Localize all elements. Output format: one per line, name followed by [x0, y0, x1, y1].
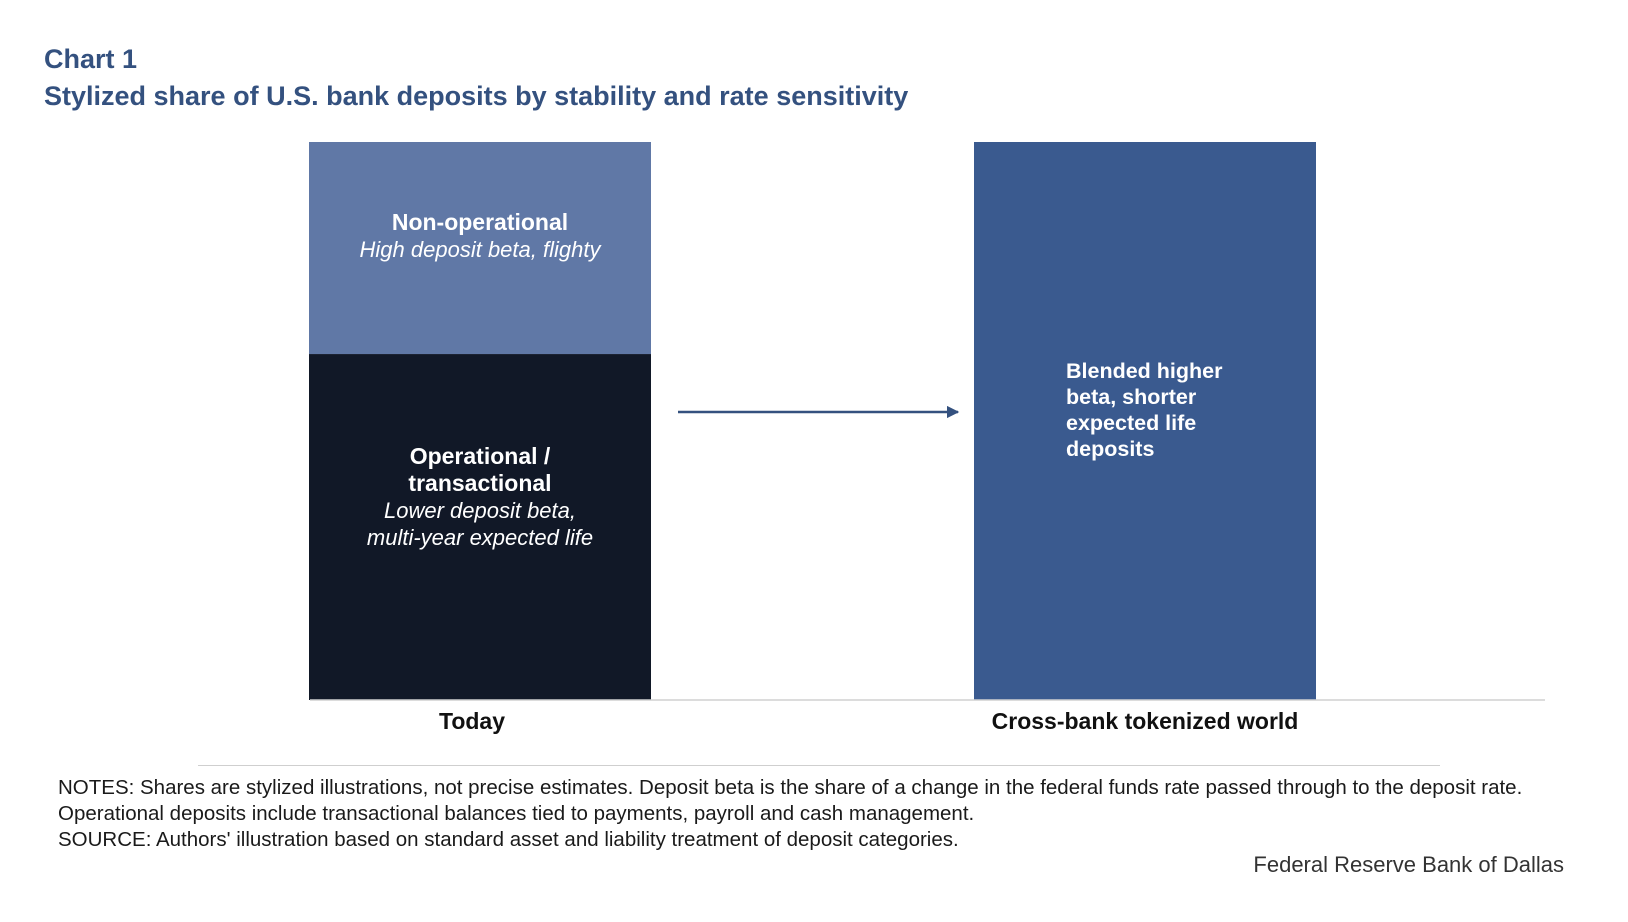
notes-block: NOTES: Shares are stylized illustrations… — [58, 775, 1558, 853]
bar-segment-operational-0 — [309, 354, 651, 700]
segment-label-operational: Operational / transactional Lower deposit … — [367, 443, 593, 550]
segment-label-line: transactional — [408, 470, 551, 496]
segment-label-line: Operational / — [410, 443, 551, 469]
segment-label-line: beta, shorter — [1066, 385, 1197, 409]
segment-label-line: multi-year expected life — [367, 525, 593, 550]
category-label-1: Cross-bank tokenized world — [992, 708, 1299, 734]
chart-title: Stylized share of U.S. bank deposits by … — [44, 81, 909, 111]
segment-label-line: Non-operational — [392, 209, 568, 235]
segment-label-non-operational: Non-operational High deposit beta, flight… — [360, 209, 603, 262]
segment-label-line: Blended higher — [1066, 359, 1223, 383]
chart-label: Chart 1 — [44, 44, 138, 74]
segment-label-line: Lower deposit beta, — [384, 498, 576, 523]
segment-label-line: deposits — [1066, 437, 1154, 461]
bar-segment-non-operational-0 — [309, 142, 651, 355]
brand-footer: Federal Reserve Bank of Dallas — [1253, 852, 1564, 877]
notes-text: NOTES: Shares are stylized illustrations… — [58, 776, 1523, 825]
segment-label-line: High deposit beta, flighty — [360, 237, 603, 262]
category-label-0: Today — [439, 708, 505, 734]
source-text: SOURCE: Authors' illustration based on s… — [58, 828, 959, 851]
segment-label-blended: Blended higher beta, shorter expected life… — [1066, 359, 1223, 461]
bar-segment-blended-1 — [974, 142, 1316, 700]
notes-divider — [198, 765, 1440, 766]
segment-label-line: expected life — [1066, 411, 1196, 435]
